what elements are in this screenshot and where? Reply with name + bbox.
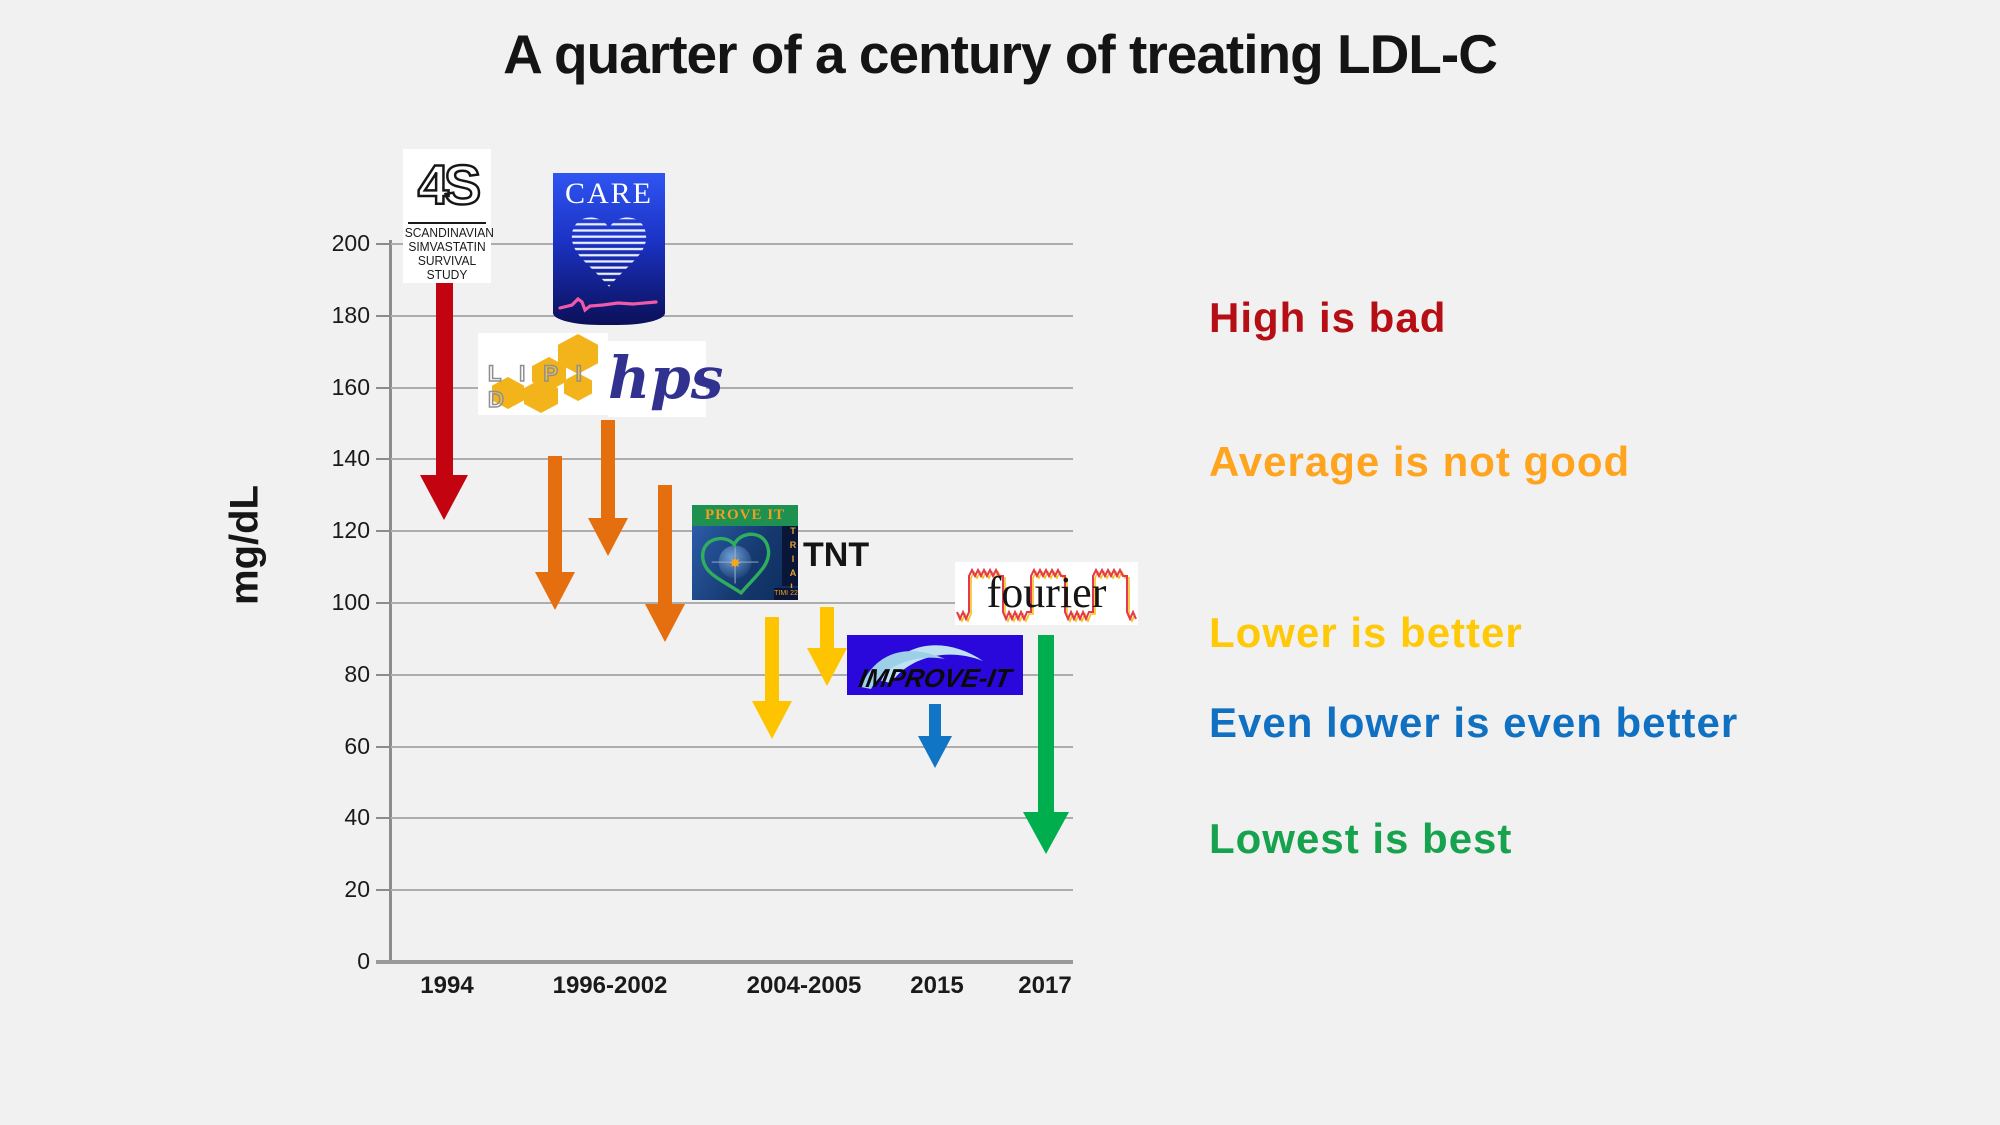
improve-it-wordmark: IMPROVE-IT [856,663,1014,693]
arrow-tnt-shaft [820,606,834,648]
arrow-4s-head [419,475,468,521]
arrow-hps-shaft [658,484,672,605]
y-tick-120 [376,530,390,533]
prove-it-trial-sidebar: TRIAL [782,526,798,596]
x-tick-label-2004-2005: 2004-2005 [746,972,862,999]
y-tick-60 [376,745,390,748]
care-ekg-icon [558,296,658,313]
care-wordmark: CARE [564,177,653,210]
y-tick-label-120: 120 [331,517,370,544]
arrow-improve-it-head [917,736,952,769]
arrow-improve-it-shaft [929,703,941,737]
y-tick-label-0: 0 [357,948,370,974]
logo-care: CARE [553,173,665,325]
y-tick-20 [376,889,390,892]
y-tick-label-40: 40 [344,804,370,831]
y-tick-label-140: 140 [331,445,370,472]
x-tick-label-2015: 2015 [910,972,964,999]
y-tick-180 [376,314,390,317]
fourier-squarewave-icon [956,567,1137,624]
arrow-care-shaft [548,455,562,573]
arrow-prove-it-head [751,701,792,740]
prove-it-heart-globe-icon: ✸ [701,532,771,596]
gridline-40 [391,817,1073,820]
logo-tnt: TNT [803,536,870,574]
prove-it-body: ✸ TRIAL TIMI 22 [692,526,798,600]
prove-it-title: PROVE IT [704,507,786,523]
y-axis-line [389,240,392,962]
annotation-high-is-bad: High is bad [1209,294,1447,341]
gridline-100 [391,602,1073,604]
logo-hps: hps [608,341,724,417]
gridline-160 [391,386,1073,389]
arrow-fourier-head [1023,812,1069,855]
y-tick-label-60: 60 [344,732,370,759]
arrow-4s-shaft [435,283,453,476]
y-tick-label-200: 200 [331,230,370,256]
hps-wordmark: hps [608,344,724,412]
lipid-wordmark: L I P I D [487,360,588,413]
arrow-tnt-head [806,647,847,686]
annotation-lowest-is-best: Lowest is best [1209,815,1513,862]
y-tick-label-180: 180 [331,301,370,328]
logo-improve-it: IMPROVE-IT [847,635,1023,695]
y-tick-label-160: 160 [331,373,370,400]
arrow-lipid-shaft [601,419,615,519]
4s-text-line: SURVIVAL STUDY [417,254,477,282]
fourier-wordmark: fourier [986,568,1107,617]
y-tick-40 [376,817,390,820]
gridline-140 [391,458,1073,461]
x-tick-label-1994: 1994 [420,972,474,999]
4s-symbol: 4S [417,152,483,218]
annotation-average-is-not-good: Average is not good [1209,438,1631,485]
logo-lipid: L I P I D [478,333,608,415]
y-tick-label-20: 20 [344,876,370,903]
4s-text-line: SCANDINAVIAN [404,226,494,240]
arrow-care-head [534,572,575,611]
y-tick-100 [376,602,390,604]
gridline-60 [391,745,1073,748]
annotation-lower-is-better: Lower is better [1209,609,1523,656]
arrow-fourier-shaft [1038,635,1054,813]
arrow-hps-head [644,604,685,643]
4s-divider [408,222,486,224]
care-heart-icon [571,217,647,287]
y-tick-200 [376,243,390,245]
gridline-0 [376,960,1073,964]
logo-4s: 4S SCANDINAVIAN SIMVASTATIN SURVIVAL STU… [403,149,494,283]
4s-text-line: SIMVASTATIN [408,240,486,254]
arrow-prove-it-shaft [765,617,779,702]
gridline-180 [391,314,1073,317]
prove-it-header: PROVE IT [692,505,798,526]
logo-prove-it: PROVE IT ✸ TRIAL TIMI 22 [692,505,798,600]
gridline-200 [391,243,1073,245]
arrow-lipid-head [587,518,628,557]
y-tick-80 [376,673,390,676]
y-tick-label-100: 100 [331,589,370,615]
logo-fourier: fourier [955,562,1138,625]
prove-it-timi-footnote: TIMI 22 [774,588,798,600]
improve-it-swoosh-icon [861,645,983,689]
annotation-even-lower-is-even-better: Even lower is even better [1209,699,1739,746]
x-tick-label-2017: 2017 [1018,972,1072,999]
y-tick-140 [376,458,390,461]
y-tick-label-80: 80 [344,660,370,687]
y-axis-title: mg/dL [222,485,267,605]
y-tick-160 [376,386,390,389]
x-tick-label-1996-2002: 1996-2002 [552,972,668,999]
page-title: A quarter of a century of treating LDL-C [503,23,1498,85]
gridline-80 [391,673,1073,676]
gridline-20 [391,889,1073,892]
svg-text:✸: ✸ [729,556,741,572]
